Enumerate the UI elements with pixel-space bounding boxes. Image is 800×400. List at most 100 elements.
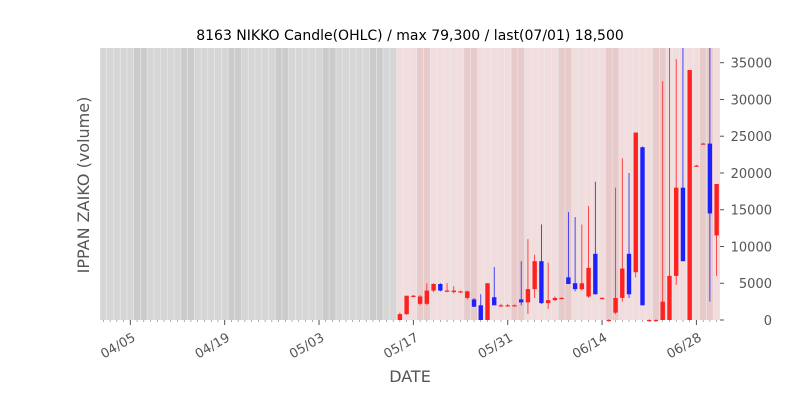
day-band	[140, 48, 147, 320]
day-band	[228, 48, 235, 320]
candle-body	[667, 275, 672, 320]
candle-body	[599, 297, 605, 300]
day-band	[477, 48, 484, 320]
day-band	[113, 48, 120, 320]
candle-body	[458, 291, 463, 293]
day-band	[235, 48, 242, 320]
day-band	[423, 48, 430, 320]
candle-body	[478, 305, 483, 320]
day-band	[518, 48, 525, 320]
x-tick-label: 04/19	[193, 330, 233, 362]
day-band	[167, 48, 174, 320]
candle-body	[451, 290, 456, 293]
day-band	[201, 48, 208, 320]
day-band	[322, 48, 329, 320]
candles-layer	[397, 48, 719, 322]
day-band	[612, 48, 619, 320]
day-band	[275, 48, 282, 320]
day-band	[585, 48, 592, 320]
day-band	[194, 48, 201, 320]
candle-body	[397, 314, 403, 320]
x-tick-label: 05/31	[476, 330, 516, 362]
chart-title: 8163 NIKKO Candle(OHLC) / max 79,300 / l…	[196, 28, 624, 44]
day-band	[214, 48, 222, 320]
day-band	[329, 48, 336, 320]
day-band	[174, 48, 181, 320]
candle-body	[552, 297, 558, 301]
day-band	[181, 48, 188, 320]
day-band	[538, 48, 545, 320]
x-tick-label: 04/05	[98, 330, 138, 362]
candle-body	[572, 283, 578, 290]
candle-body	[660, 301, 665, 320]
candle-body	[539, 261, 544, 304]
candle-body	[404, 295, 409, 315]
day-band	[268, 48, 275, 320]
day-band	[497, 48, 505, 320]
day-band	[342, 48, 350, 320]
candle-body	[586, 267, 591, 297]
x-tick-label: 06/28	[664, 330, 704, 362]
y-tick-label: 25000	[731, 130, 772, 145]
candle-body	[465, 291, 470, 298]
day-band	[646, 48, 653, 320]
day-band	[107, 48, 114, 320]
x-tick-label: 05/03	[287, 330, 327, 362]
day-band	[457, 48, 464, 320]
candle-body	[700, 143, 706, 145]
day-band	[565, 48, 572, 320]
candle-body	[633, 132, 638, 273]
day-band	[262, 48, 269, 320]
candle-body	[694, 165, 699, 167]
candle-body	[640, 147, 645, 306]
day-band	[693, 48, 700, 320]
day-band	[558, 48, 565, 320]
day-band	[443, 48, 451, 320]
y-tick-label: 20000	[731, 167, 772, 182]
day-band	[100, 48, 107, 320]
day-band	[450, 48, 457, 320]
day-band	[127, 48, 134, 320]
candle-body	[680, 187, 686, 262]
y-tick-label: 35000	[731, 57, 772, 72]
candle-body	[687, 70, 692, 321]
day-band	[255, 48, 262, 320]
day-band	[383, 48, 390, 320]
day-band	[437, 48, 444, 320]
day-band	[410, 48, 417, 320]
candle-body	[559, 297, 564, 300]
y-tick-label: 15000	[731, 204, 772, 219]
day-band	[572, 48, 579, 320]
candle-body	[485, 283, 490, 320]
day-band	[605, 48, 612, 320]
day-band	[390, 48, 397, 320]
day-band	[504, 48, 511, 320]
day-band	[363, 48, 370, 320]
day-band	[295, 48, 302, 320]
day-band	[336, 48, 343, 320]
day-band	[315, 48, 323, 320]
candle-body	[566, 277, 571, 284]
x-axis-title: DATE	[389, 367, 431, 386]
candle-body	[525, 289, 531, 303]
day-band	[302, 48, 309, 320]
day-band	[187, 48, 195, 320]
y-tick-label: 5000	[739, 277, 772, 292]
day-band	[120, 48, 127, 320]
day-band	[524, 48, 532, 320]
candle-body	[411, 295, 416, 297]
day-band	[491, 48, 498, 320]
day-band	[154, 48, 161, 320]
candle-body	[417, 296, 423, 304]
day-band	[282, 48, 289, 320]
day-band	[349, 48, 356, 320]
candle-body	[674, 187, 679, 276]
candle-body	[444, 290, 450, 292]
candle-body	[438, 283, 443, 291]
candle-body	[492, 297, 497, 306]
candle-body	[579, 283, 585, 290]
day-band	[598, 48, 606, 320]
plot-background	[100, 48, 720, 320]
day-band	[700, 48, 707, 320]
day-band	[470, 48, 478, 320]
